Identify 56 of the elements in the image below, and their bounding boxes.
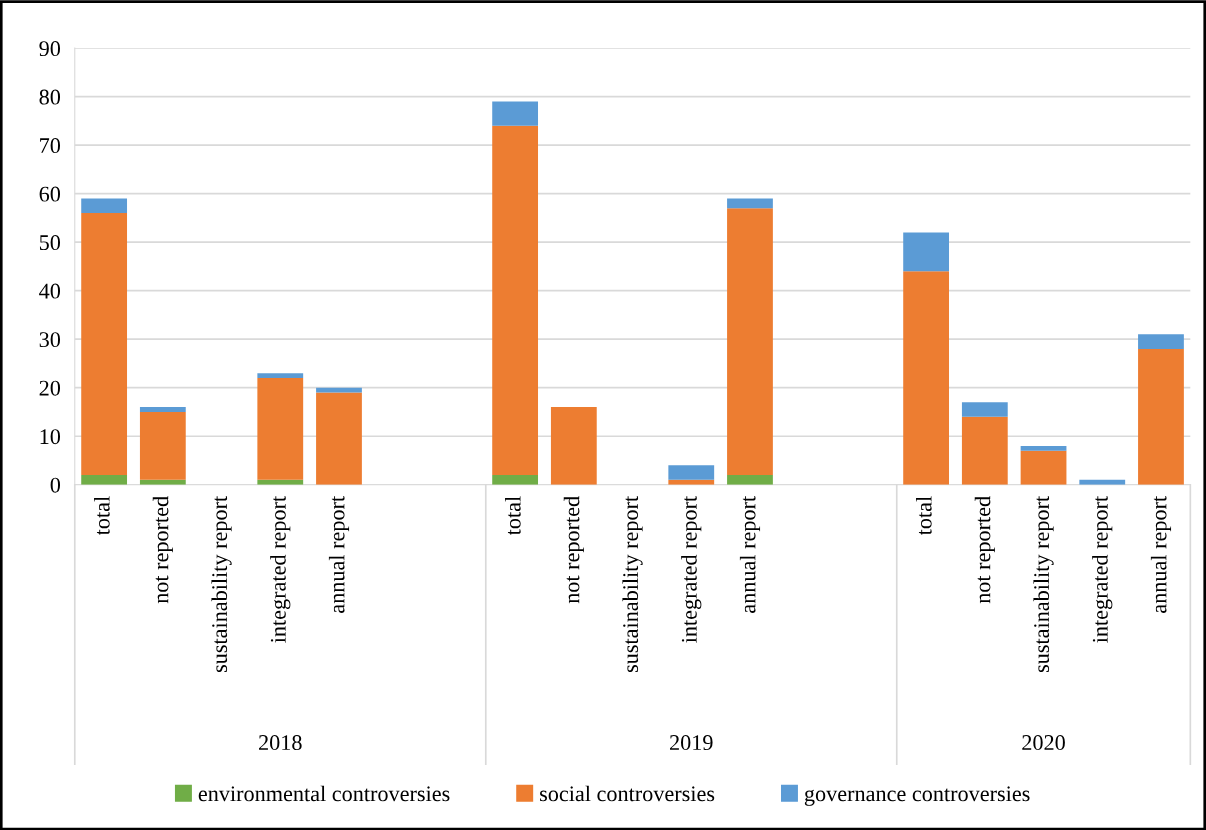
- x-tick-label: not reported: [563, 496, 584, 604]
- y-tick-label: 20: [39, 380, 61, 396]
- bar: [257, 373, 304, 378]
- legend-label: governance controversies: [804, 786, 1030, 806]
- x-tick-label: total: [916, 496, 932, 536]
- x-tick-label: annual report: [1150, 495, 1172, 613]
- y-tick-label: 50: [39, 235, 61, 251]
- x-tick-label: sustainability report: [622, 495, 643, 673]
- bar: [139, 411, 186, 480]
- y-tick-label: 10: [40, 429, 61, 445]
- bar: [316, 387, 362, 393]
- bar: [1020, 450, 1067, 485]
- legend-label: social controversies: [540, 785, 715, 802]
- bar: [903, 232, 950, 272]
- y-tick-label: 40: [39, 283, 61, 299]
- y-tick-label: 90: [39, 41, 61, 57]
- x-tick-label: sustainability report: [211, 495, 232, 673]
- bar: [1138, 334, 1184, 349]
- bar: [492, 475, 539, 485]
- y-tick-label: 0: [50, 477, 61, 493]
- x-tick-label: integrated report: [1092, 495, 1113, 643]
- x-tick-label: annual report: [739, 495, 761, 613]
- x-tick-label: total: [94, 496, 110, 536]
- bar: [903, 271, 950, 485]
- bar: [257, 378, 304, 480]
- bar: [81, 213, 128, 476]
- x-tick-label: sustainability report: [1033, 495, 1054, 673]
- bar: [1138, 348, 1184, 485]
- bar: [550, 407, 597, 485]
- text: 2020: [1022, 735, 1065, 751]
- text: 2018: [259, 735, 302, 751]
- y-tick-label: 70: [40, 138, 61, 154]
- bar: [139, 407, 186, 412]
- text: 2019: [670, 735, 713, 751]
- x-tick-label: annual report: [328, 495, 350, 613]
- bar: [668, 465, 715, 480]
- bar: [492, 125, 539, 476]
- bar: [727, 475, 773, 485]
- legend-label: environmental controversies: [198, 785, 450, 802]
- bar: [961, 416, 1008, 485]
- x-tick-label: not reported: [152, 496, 173, 604]
- bar: [727, 208, 773, 476]
- bar: [81, 475, 128, 485]
- bar: [316, 392, 362, 485]
- bar: [961, 402, 1008, 417]
- x-tick-label: not reported: [974, 496, 995, 604]
- x-tick-label: integrated report: [681, 495, 702, 643]
- x-tick-label: integrated report: [270, 495, 291, 643]
- x-tick-label: total: [505, 496, 521, 536]
- y-tick-label: 60: [39, 186, 61, 202]
- bar: [492, 101, 539, 126]
- bar: [81, 198, 128, 214]
- y-tick-label: 30: [39, 332, 61, 348]
- bar: [727, 198, 773, 209]
- y-tick-label: 80: [39, 89, 61, 105]
- bar: [1020, 445, 1067, 451]
